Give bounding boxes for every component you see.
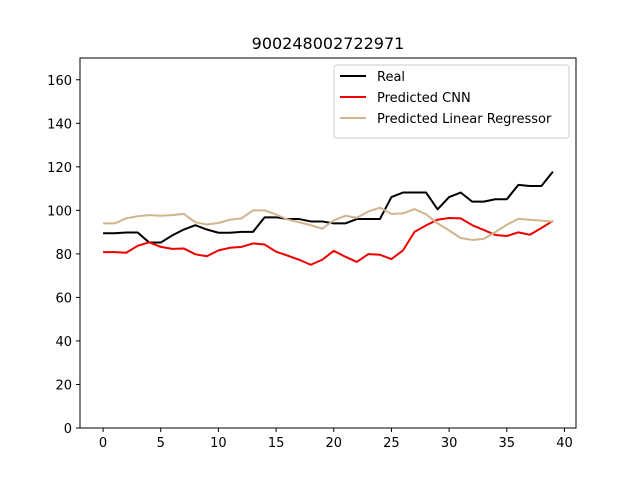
legend-label-2: Predicted Linear Regressor <box>377 112 552 127</box>
axes-layer: 0 5 10 15 20 25 30 35 40 0 20 40 60 80 100 120 140 160 <box>47 57 577 451</box>
x-tick-label: 25 <box>383 436 400 451</box>
y-tick-label: 20 <box>55 378 72 393</box>
y-tick-label: 160 <box>47 74 72 89</box>
legend-label-0: Real <box>377 70 405 85</box>
x-tick-label: 20 <box>325 436 342 451</box>
series-line-0 <box>103 170 554 244</box>
x-tick-label: 30 <box>441 436 458 451</box>
series-line-1 <box>103 216 554 266</box>
y-tick-label: 80 <box>55 248 72 263</box>
y-tick-label: 140 <box>47 117 72 132</box>
x-tick-label: 15 <box>268 436 285 451</box>
x-tick-label: 0 <box>99 436 107 451</box>
legend-label-1: Predicted CNN <box>377 91 471 106</box>
y-tick-label: 120 <box>47 161 72 176</box>
chart-title: 900248002722971 <box>252 34 405 53</box>
x-tick-label: 40 <box>556 436 573 451</box>
y-tick-label: 40 <box>55 335 72 350</box>
y-tick-label: 0 <box>64 422 72 437</box>
series-line-2 <box>103 206 554 241</box>
y-tick-label: 60 <box>55 291 72 306</box>
x-tick-label: 10 <box>210 436 227 451</box>
y-tick-label: 100 <box>47 204 72 219</box>
plot-frame <box>79 57 577 429</box>
x-tick-label: 5 <box>157 436 165 451</box>
legend: Real Predicted CNN Predicted Linear Regres… <box>333 64 570 139</box>
legend-box <box>333 64 570 139</box>
x-tick-label: 35 <box>499 436 516 451</box>
series-layer <box>103 170 554 266</box>
